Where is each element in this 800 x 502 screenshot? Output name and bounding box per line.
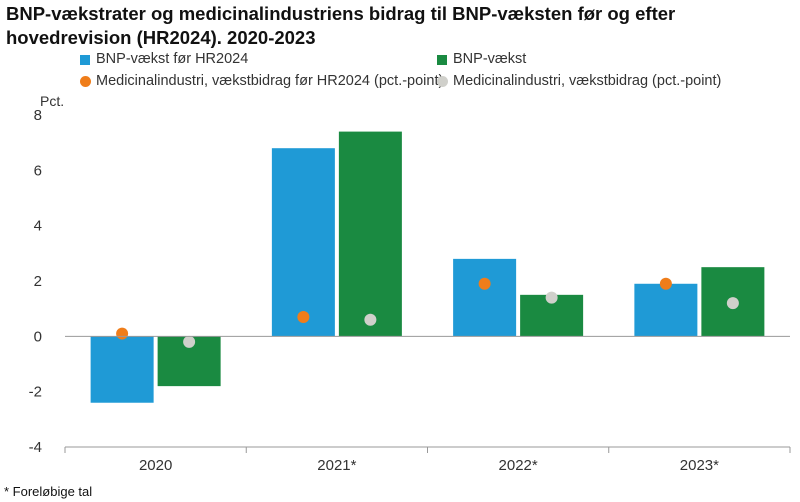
x-tick-label: 2021* bbox=[317, 457, 356, 474]
dot-med-after bbox=[545, 291, 558, 304]
dot-med-after bbox=[364, 313, 377, 326]
legend-label: Medicinalindustri, vækstbidrag før HR202… bbox=[96, 73, 444, 89]
y-tick-label: 2 bbox=[34, 273, 42, 290]
chart-title: BNP-vækstrater og medicinalindustriens b… bbox=[6, 3, 676, 48]
y-tick-label: 0 bbox=[34, 328, 42, 345]
y-axis-label: Pct. bbox=[40, 93, 65, 109]
y-tick-label: -4 bbox=[29, 439, 42, 456]
dot-med-after bbox=[183, 335, 196, 348]
bar-bnp-before bbox=[634, 283, 698, 337]
legend-label: BNP-vækst bbox=[453, 51, 527, 67]
legend-label: BNP-vækst før HR2024 bbox=[96, 51, 249, 67]
legend-dot-icon bbox=[80, 76, 91, 87]
y-tick-label: 4 bbox=[34, 218, 42, 235]
dot-med-before bbox=[116, 327, 129, 340]
x-tick-label: 2020 bbox=[139, 457, 172, 474]
bar-bnp-before bbox=[271, 148, 335, 337]
dot-med-after bbox=[726, 297, 739, 310]
legend-square-icon bbox=[437, 55, 447, 65]
x-tick-label: 2022* bbox=[499, 457, 538, 474]
legend-dot-icon bbox=[437, 76, 448, 87]
bar-bnp-before bbox=[453, 258, 517, 337]
dot-med-before bbox=[659, 277, 672, 290]
bar-bnp-after bbox=[338, 131, 402, 337]
footnote: * Foreløbige tal bbox=[4, 484, 93, 499]
x-tick-label: 2023* bbox=[680, 457, 719, 474]
legend-label: Medicinalindustri, vækstbidrag (pct.-poi… bbox=[453, 73, 722, 89]
bar-bnp-before bbox=[90, 336, 154, 403]
dot-med-before bbox=[478, 277, 491, 290]
y-tick-label: 8 bbox=[34, 107, 42, 124]
y-tick-label: -2 bbox=[29, 384, 42, 401]
legend-square-icon bbox=[80, 55, 90, 65]
y-tick-label: 6 bbox=[34, 162, 42, 179]
dot-med-before bbox=[297, 310, 310, 323]
